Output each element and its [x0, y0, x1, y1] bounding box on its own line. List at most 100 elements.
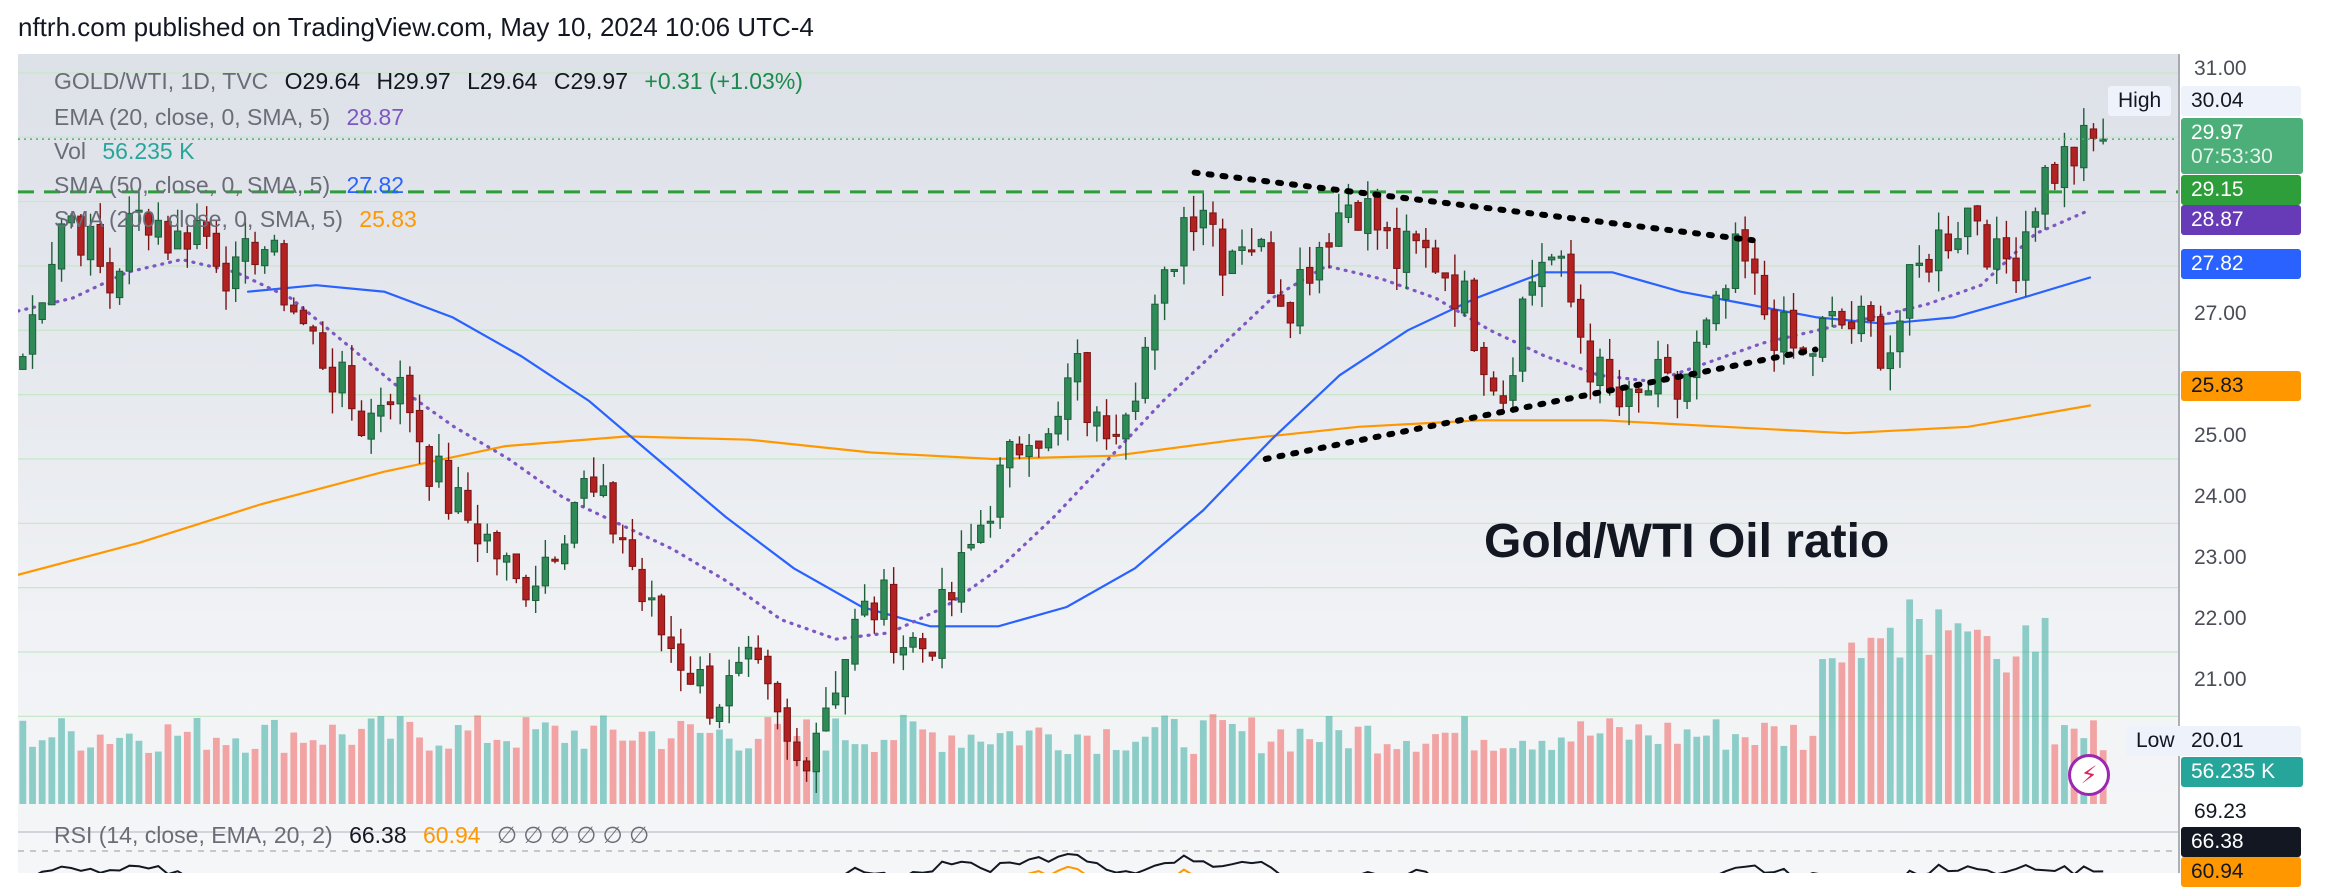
legend-high: H29.97 — [376, 68, 451, 94]
candle-body — [1480, 346, 1488, 376]
candle-body — [261, 249, 269, 267]
volume-bar — [1915, 619, 1923, 804]
candle-body — [444, 459, 453, 514]
legend-sma50-label: SMA (50, close, 0, SMA, 5) — [54, 172, 331, 198]
legend-ohlc: GOLD/WTI, 1D, TVC O29.64 H29.97 L29.64 C… — [54, 68, 803, 95]
volume-bar — [1499, 748, 1507, 804]
legend-symbol[interactable]: GOLD/WTI, 1D, TVC — [54, 68, 269, 94]
volume-bar — [1083, 735, 1091, 804]
volume-bar — [1354, 726, 1362, 804]
candle-body — [1586, 340, 1595, 383]
volume-bar — [1296, 728, 1304, 804]
volume-bar — [1199, 720, 1207, 804]
candle-body — [1983, 224, 1991, 268]
volume-bar — [619, 740, 627, 804]
candle-body — [48, 263, 56, 306]
trendline — [1191, 169, 1756, 244]
candle-body — [1625, 388, 1633, 407]
legend-ema[interactable]: EMA (20, close, 0, SMA, 5) 28.87 — [54, 104, 404, 131]
volume-bar — [677, 720, 685, 804]
candle-body — [899, 647, 908, 656]
candle-body — [1664, 356, 1672, 374]
candle-body — [1044, 433, 1053, 449]
volume-bar — [1112, 750, 1120, 804]
volume-bar — [454, 725, 462, 804]
volume-bar — [977, 741, 985, 804]
volume-bar — [512, 747, 520, 804]
volume-bar — [77, 750, 85, 804]
candle-body — [1315, 246, 1324, 281]
candle-body — [1896, 320, 1904, 353]
volume-bar — [2012, 656, 2020, 804]
candle-body — [986, 520, 995, 524]
rsi-ma-tag: 60.94 — [2181, 857, 2301, 887]
volume-bar — [1577, 721, 1585, 804]
volume-bar — [1751, 745, 1759, 804]
candle-body — [1093, 411, 1101, 427]
candle-body — [1509, 375, 1517, 401]
chart-pane[interactable]: GOLD/WTI, 1D, TVC O29.64 H29.97 L29.64 C… — [18, 54, 2180, 873]
legend-rsi[interactable]: RSI (14, close, EMA, 20, 2) 66.38 60.94 … — [54, 822, 649, 849]
volume-bar — [928, 732, 936, 804]
candle-body — [1964, 207, 1972, 238]
price-chart[interactable] — [18, 54, 2180, 873]
candle-body — [1596, 356, 1604, 386]
volume-bar — [706, 732, 714, 804]
candle-body — [1122, 414, 1130, 440]
volume-bar — [880, 739, 888, 804]
candle-body — [928, 651, 937, 657]
volume-bar — [1848, 642, 1855, 804]
volume-bar — [435, 745, 443, 804]
candle-body — [96, 224, 104, 267]
volume-bar — [938, 751, 946, 804]
volume-bar — [580, 748, 588, 804]
candle-body — [1693, 341, 1701, 379]
volume-bar — [687, 724, 694, 804]
volume-bar — [1480, 739, 1488, 804]
candle-body — [1228, 250, 1237, 275]
volume-bar — [1935, 609, 1943, 804]
countdown: 07:53:30 — [2191, 145, 2273, 168]
candle-body — [696, 669, 704, 687]
volume-bar — [1393, 749, 1401, 804]
legend-sma50[interactable]: SMA (50, close, 0, SMA, 5) 27.82 — [54, 172, 404, 199]
volume-bar — [29, 746, 36, 804]
volume-bar — [1228, 723, 1236, 804]
candle-body — [1451, 274, 1459, 310]
candle-body — [1838, 310, 1846, 326]
candle-body — [1402, 230, 1411, 273]
volume-bar — [271, 719, 278, 804]
volume-bar — [1993, 659, 2001, 804]
volume-bar — [832, 718, 840, 804]
legend-vol[interactable]: Vol 56.235 K — [54, 138, 194, 165]
candle-body — [609, 482, 617, 535]
rsi-top-tick: 69.23 — [2194, 800, 2247, 823]
volume-bar — [2022, 625, 2030, 804]
volume-bar — [822, 750, 830, 804]
volume-bar — [1819, 659, 1826, 804]
candle-body — [241, 238, 250, 262]
candle-body — [435, 455, 443, 483]
volume-bar — [406, 721, 414, 804]
volume-bar — [919, 729, 927, 804]
volume-bar — [1944, 630, 1952, 804]
volume-bar — [1141, 736, 1149, 804]
volume-bar — [1964, 631, 1972, 804]
bolt-icon[interactable]: ⚡ — [2068, 754, 2110, 796]
volume-bar — [125, 733, 133, 804]
legend-sma200-value: 25.83 — [359, 206, 417, 232]
ema-tag: 28.87 — [2181, 205, 2301, 235]
rsi-line — [37, 852, 2104, 873]
candle-body — [1180, 217, 1188, 267]
volume-bar — [116, 737, 123, 804]
candle-body — [86, 225, 95, 261]
legend-sma200[interactable]: SMA (200, close, 0, SMA, 5) 25.83 — [54, 206, 417, 233]
volume-bar — [1790, 724, 1797, 804]
candle-body — [715, 706, 724, 722]
candle-body — [251, 241, 259, 266]
candle-body — [1151, 303, 1159, 351]
candle-body — [870, 602, 879, 621]
candle-body — [1818, 317, 1827, 358]
legend-rsi-extra: ∅ ∅ ∅ ∅ ∅ ∅ — [496, 822, 650, 848]
volume-bar — [841, 740, 849, 804]
